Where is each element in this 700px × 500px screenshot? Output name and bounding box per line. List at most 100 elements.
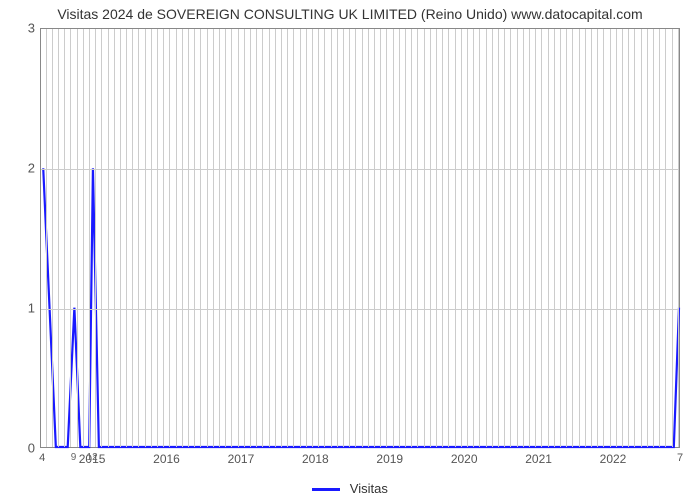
y-tick-label: 2 [5, 161, 35, 176]
gridline-minor-v [386, 29, 387, 447]
gridline-minor-v [318, 29, 319, 447]
gridline-minor-v [393, 29, 394, 447]
gridline-minor-v [430, 29, 431, 447]
gridline-minor-v [231, 29, 232, 447]
gridline-minor-v [448, 29, 449, 447]
gridline-minor-v [535, 29, 536, 447]
x-tick-label: 2021 [525, 452, 552, 466]
gridline-minor-v [541, 29, 542, 447]
gridline-minor-v [597, 29, 598, 447]
gridline-minor-v [213, 29, 214, 447]
gridline-minor-v [634, 29, 635, 447]
gridline-minor-v [293, 29, 294, 447]
gridline-minor-v [46, 29, 47, 447]
gridline-minor-v [442, 29, 443, 447]
gridline-minor-v [262, 29, 263, 447]
gridline-minor-v [424, 29, 425, 447]
gridline-minor-v [510, 29, 511, 447]
gridline-minor-v [380, 29, 381, 447]
plot-area [40, 28, 680, 448]
gridline-minor-v [591, 29, 592, 447]
gridline-minor-v [207, 29, 208, 447]
gridline-minor-v [77, 29, 78, 447]
gridline-minor-v [331, 29, 332, 447]
gridline-minor-v [256, 29, 257, 447]
gridline-minor-v [517, 29, 518, 447]
gridline-minor-v [560, 29, 561, 447]
gridline-minor-v [250, 29, 251, 447]
gridline-minor-v [659, 29, 660, 447]
chart-title: Visitas 2024 de SOVEREIGN CONSULTING UK … [0, 6, 700, 22]
gridline-minor-v [473, 29, 474, 447]
x-tick-label: 2019 [376, 452, 403, 466]
gridline-minor-v [504, 29, 505, 447]
gridline-minor-v [83, 29, 84, 447]
gridline-minor-v [52, 29, 53, 447]
gridline-minor-v [492, 29, 493, 447]
gridline-minor-v [585, 29, 586, 447]
gridline-minor-v [349, 29, 350, 447]
gridline-minor-v [628, 29, 629, 447]
x-sub-label: 12 [87, 452, 98, 463]
gridline-minor-v [411, 29, 412, 447]
gridline-minor-v [374, 29, 375, 447]
gridline-minor-v [647, 29, 648, 447]
gridline-minor-v [108, 29, 109, 447]
x-tick-label: 2016 [153, 452, 180, 466]
gridline-h [41, 169, 679, 170]
gridline-minor-v [355, 29, 356, 447]
x-edge-label: 4 [39, 452, 45, 464]
y-tick-label: 3 [5, 21, 35, 36]
gridline-minor-v [275, 29, 276, 447]
gridline-minor-v [151, 29, 152, 447]
gridline-minor-v [163, 29, 164, 447]
gridline-minor-v [554, 29, 555, 447]
gridline-minor-v [362, 29, 363, 447]
gridline-minor-v [188, 29, 189, 447]
gridline-minor-v [523, 29, 524, 447]
gridline-minor-v [138, 29, 139, 447]
x-tick-label: 2022 [600, 452, 627, 466]
y-tick-label: 0 [5, 441, 35, 456]
gridline-minor-v [120, 29, 121, 447]
gridline-minor-v [132, 29, 133, 447]
gridline-minor-v [95, 29, 96, 447]
gridline-minor-v [461, 29, 462, 447]
gridline-minor-v [548, 29, 549, 447]
gridline-minor-v [225, 29, 226, 447]
x-tick-label: 2017 [228, 452, 255, 466]
gridline-minor-v [455, 29, 456, 447]
legend-label: Visitas [350, 481, 388, 496]
gridline-minor-v [572, 29, 573, 447]
gridline-minor-v [610, 29, 611, 447]
gridline-minor-v [169, 29, 170, 447]
x-sub-label: 9 [71, 452, 77, 463]
gridline-minor-v [603, 29, 604, 447]
gridline-minor-v [486, 29, 487, 447]
x-tick-label: 2020 [451, 452, 478, 466]
series-visitas [41, 29, 679, 447]
gridline-minor-v [306, 29, 307, 447]
gridline-minor-v [287, 29, 288, 447]
gridline-minor-v [269, 29, 270, 447]
gridline-minor-v [145, 29, 146, 447]
gridline-minor-v [467, 29, 468, 447]
gridline-minor-v [114, 29, 115, 447]
gridline-minor-v [238, 29, 239, 447]
x-edge-label: 7 [677, 452, 683, 464]
gridline-minor-v [101, 29, 102, 447]
gridline-minor-v [368, 29, 369, 447]
gridline-minor-v [399, 29, 400, 447]
gridline-minor-v [579, 29, 580, 447]
gridline-minor-v [436, 29, 437, 447]
gridline-minor-v [479, 29, 480, 447]
gridline-minor-v [300, 29, 301, 447]
gridline-minor-v [281, 29, 282, 447]
gridline-minor-v [182, 29, 183, 447]
gridline-minor-v [672, 29, 673, 447]
gridline-minor-v [665, 29, 666, 447]
gridline-minor-v [312, 29, 313, 447]
gridline-minor-v [653, 29, 654, 447]
gridline-minor-v [616, 29, 617, 447]
gridline-minor-v [622, 29, 623, 447]
